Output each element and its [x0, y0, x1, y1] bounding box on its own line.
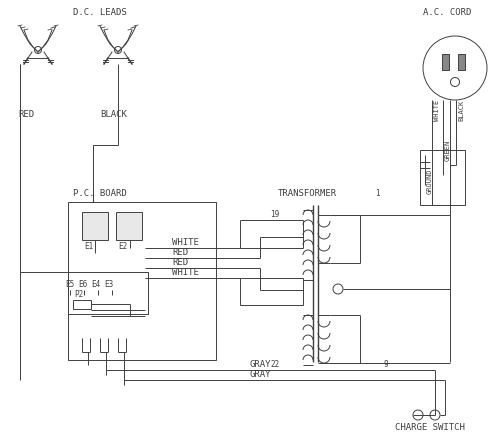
Text: WHITE: WHITE — [172, 238, 199, 247]
Text: GRAY: GRAY — [249, 360, 271, 369]
Bar — [68, 272, 148, 314]
Text: GROUND: GROUND — [427, 168, 433, 194]
Text: E1: E1 — [84, 242, 93, 251]
Text: BLACK: BLACK — [100, 110, 127, 119]
Text: E6: E6 — [78, 279, 88, 289]
Bar — [420, 150, 465, 205]
Text: GRAY: GRAY — [249, 370, 271, 379]
Bar — [458, 54, 465, 70]
Text: D.C. LEADS: D.C. LEADS — [73, 8, 127, 17]
Text: WHITE: WHITE — [434, 99, 440, 121]
Bar — [442, 54, 449, 70]
Bar — [116, 212, 142, 240]
Text: GREEN: GREEN — [445, 139, 451, 161]
Text: BLACK: BLACK — [458, 99, 464, 121]
Text: 1: 1 — [375, 189, 380, 198]
Text: P.C. BOARD: P.C. BOARD — [73, 189, 127, 198]
Text: RED: RED — [172, 258, 188, 267]
Text: E4: E4 — [91, 279, 100, 289]
Bar — [73, 300, 91, 309]
Text: RED: RED — [172, 248, 188, 257]
Text: E5: E5 — [65, 279, 74, 289]
Text: E2: E2 — [118, 242, 127, 251]
Text: RED: RED — [18, 110, 34, 119]
Text: 19: 19 — [270, 210, 279, 219]
Text: P2: P2 — [74, 290, 83, 299]
Text: WHITE: WHITE — [172, 268, 199, 277]
Text: 22: 22 — [270, 360, 279, 369]
Text: TRANSFORMER: TRANSFORMER — [278, 189, 337, 198]
Text: CHARGE SWITCH: CHARGE SWITCH — [395, 423, 465, 432]
Bar — [82, 212, 108, 240]
Text: A.C. CORD: A.C. CORD — [423, 8, 471, 17]
Text: 9: 9 — [384, 360, 388, 369]
Text: E3: E3 — [104, 279, 113, 289]
Bar — [68, 202, 216, 360]
